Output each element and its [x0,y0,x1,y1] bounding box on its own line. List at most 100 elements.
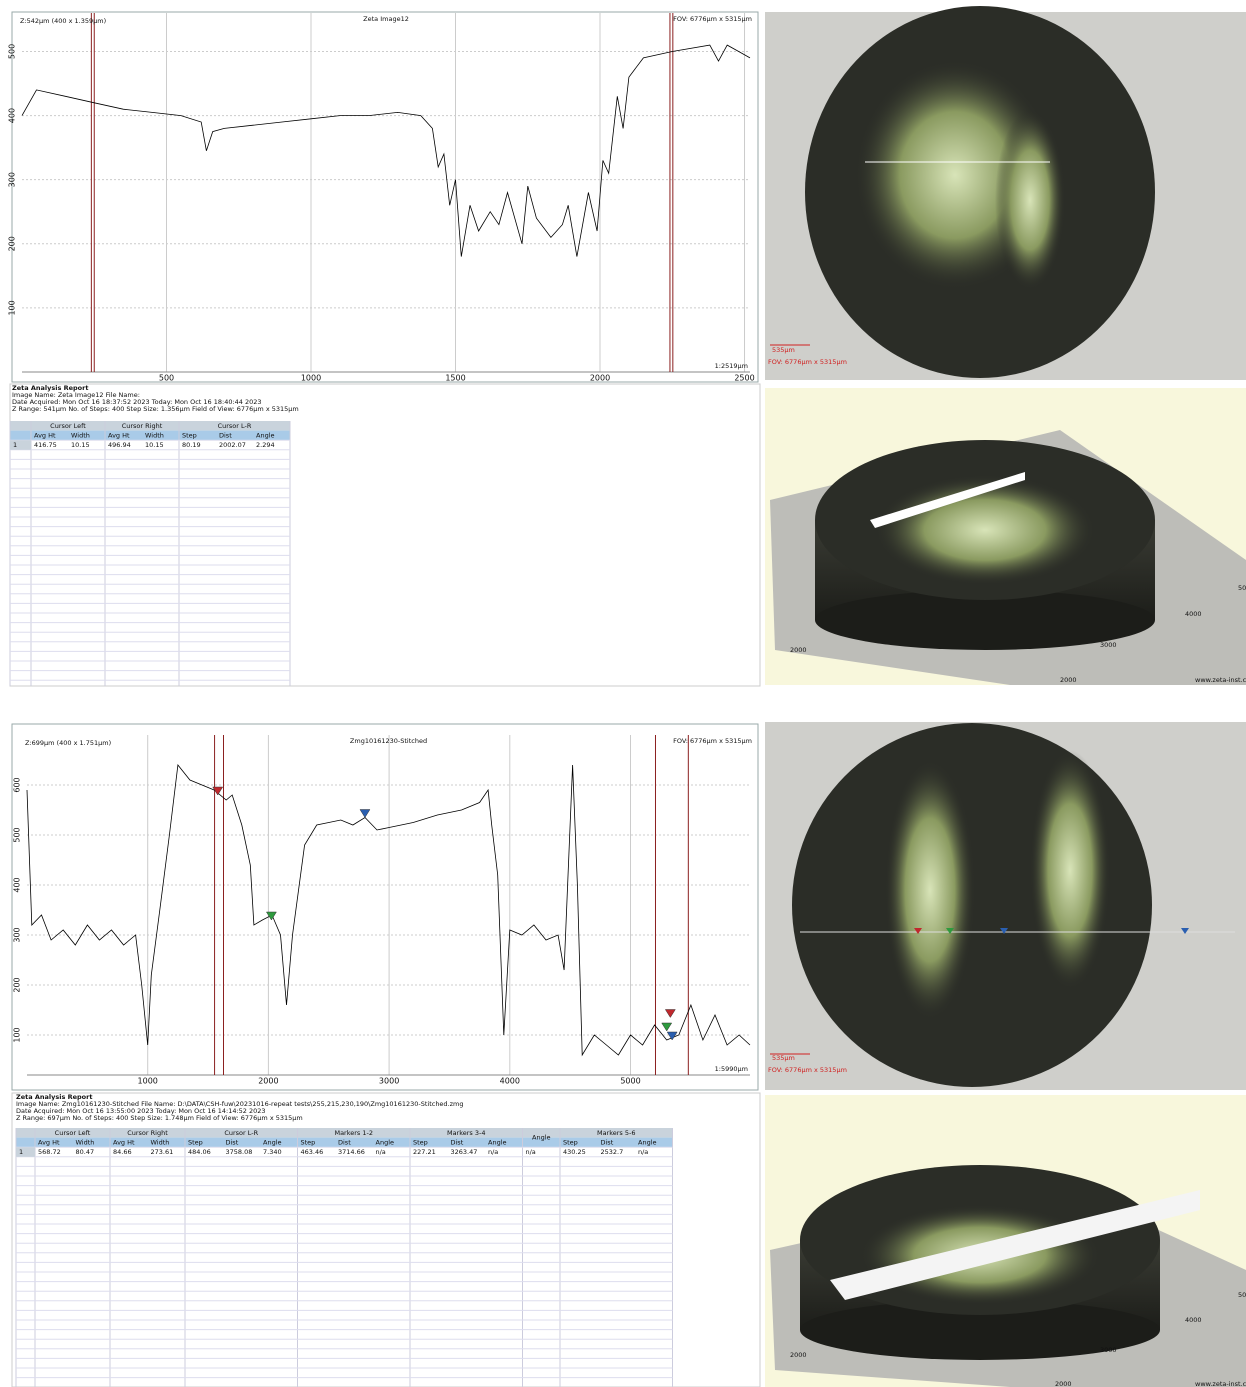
table-cell: 2.294 [256,441,275,449]
3d-axis-label: 50 [1238,584,1246,592]
table-column-header: Step [413,1138,428,1146]
y-tick-label: 100 [8,300,17,315]
table-group-header: Markers 5-6 [597,1129,636,1137]
table-cell: n/a [638,1148,648,1156]
table-column-header: Step [188,1138,203,1146]
table-column-header: Dist [601,1138,614,1146]
3d-axis-label: 50 [1238,1291,1246,1299]
table-group-header: Cursor L-R [218,422,252,430]
table-group-header: Cursor Left [50,422,86,430]
3d-axis-label: 4000 [1185,1316,1202,1324]
3d-axis-label: 3000 [1100,1346,1117,1354]
x-tick-label: 2000 [590,374,610,383]
y-tick-label: 100 [13,1027,22,1042]
table-cell: n/a [526,1148,536,1156]
surface-photo [765,6,1246,380]
table-column-header: Dist [226,1138,239,1146]
table-column-header: Angle [256,431,275,439]
x-tick-label: 500 [159,374,174,383]
table-cell: 10.15 [145,441,164,449]
table-cell: 463.46 [301,1148,324,1156]
table-group-header: Cursor Left [55,1129,91,1137]
surface-photo [765,722,1246,1090]
watermark: www.zeta-inst.c [1195,676,1246,684]
table-cell: 3758.08 [226,1148,253,1156]
table-cell: 568.72 [38,1148,61,1156]
chart-header: Z:699µm (400 x 1.751µm) [25,739,111,747]
table-cell: 10.15 [71,441,90,449]
y-tick-label: 300 [8,172,17,187]
chart-title: Zeta Image12 [363,15,409,23]
table-column-header: Angle [488,1138,507,1146]
x-tick-label: 2000 [258,1077,278,1086]
table-column-header: Dist [451,1138,464,1146]
table-cell: 7.340 [263,1148,282,1156]
table-column-header: Angle [376,1138,395,1146]
table-cell: 80.19 [182,441,201,449]
table-column-header: Width [71,431,90,439]
table-group-header: Cursor Right [122,422,163,430]
x-tick-label: 1500 [445,374,465,383]
y-tick-label: 400 [8,108,17,123]
y-tick-label: 400 [13,877,22,892]
table-cell: 1 [19,1148,23,1156]
y-tick-label: 300 [13,927,22,942]
chart-header: Z:542µm (400 x 1.359µm) [20,17,106,25]
scale-label: 1:5990µm [715,1065,748,1073]
3d-axis-label: 2000 [790,1351,807,1359]
table-column-header: Dist [219,431,232,439]
fov-header: FOV: 6776µm x 5315µm [673,15,752,23]
table-group-header: Cursor Right [127,1129,168,1137]
chart-frame [12,12,758,382]
fov-header: FOV: 6776µm x 5315µm [673,737,752,745]
screenshot: 535µm FOV: 6776µm x 5315µm 535µm FOV: 67… [0,0,1246,1387]
table-column-header: Dist [338,1138,351,1146]
3d-axis-label: 2000 [1060,676,1077,684]
x-tick-label: 1000 [301,374,321,383]
table-cell: 80.47 [76,1148,95,1156]
table-column-header: Width [151,1138,170,1146]
table-column-header: Width [145,431,164,439]
fov-label: FOV: 6776µm x 5315µm [768,358,847,366]
table-group-header: Angle [532,1134,551,1142]
table-cell: 3714.66 [338,1148,365,1156]
table-cell: 2002.07 [219,441,246,449]
fov-label: FOV: 6776µm x 5315µm [768,1066,847,1074]
x-tick-label: 2500 [734,374,754,383]
table-group-header: Cursor L-R [224,1129,258,1137]
3d-view [765,1095,1246,1387]
table-column-header: Avg Ht [108,431,130,439]
y-tick-label: 500 [13,827,22,842]
scale-bar-label: 535µm [772,1054,795,1062]
table-cell: 273.61 [151,1148,174,1156]
table-cell: 496.94 [108,441,131,449]
watermark: www.zeta-inst.c [1195,1380,1246,1387]
table-cell: 2532.7 [601,1148,624,1156]
3d-axis-label: 3000 [1100,641,1117,649]
table-column-header: Avg Ht [113,1138,135,1146]
chart-title: Zmg10161230-Stitched [350,737,427,745]
table-cell: 1 [13,441,17,449]
table-cell: 484.06 [188,1148,211,1156]
table-column-header: Avg Ht [34,431,56,439]
table-group-header: Markers 1-2 [334,1129,373,1137]
scale-bar-label: 535µm [772,346,795,354]
y-tick-label: 200 [13,977,22,992]
table-cell: n/a [488,1148,498,1156]
y-tick-label: 200 [8,236,17,251]
x-tick-label: 4000 [500,1077,520,1086]
3d-axis-label: 2000 [1055,1380,1072,1387]
report-line: Z Range: 697µm No. of Steps: 400 Step Si… [16,1114,303,1122]
table-cell: 84.66 [113,1148,132,1156]
3d-view [765,388,1246,685]
table-cell: 430.25 [563,1148,586,1156]
table-cell: 227.21 [413,1148,436,1156]
table-column-header: Angle [638,1138,657,1146]
table-column-header: Width [76,1138,95,1146]
table-cell: 416.75 [34,441,57,449]
x-tick-label: 1000 [138,1077,158,1086]
x-tick-label: 5000 [620,1077,640,1086]
table-cell: n/a [376,1148,386,1156]
page: 535µm FOV: 6776µm x 5315µm 535µm FOV: 67… [0,0,1246,1387]
table-cell: 3263.47 [451,1148,478,1156]
